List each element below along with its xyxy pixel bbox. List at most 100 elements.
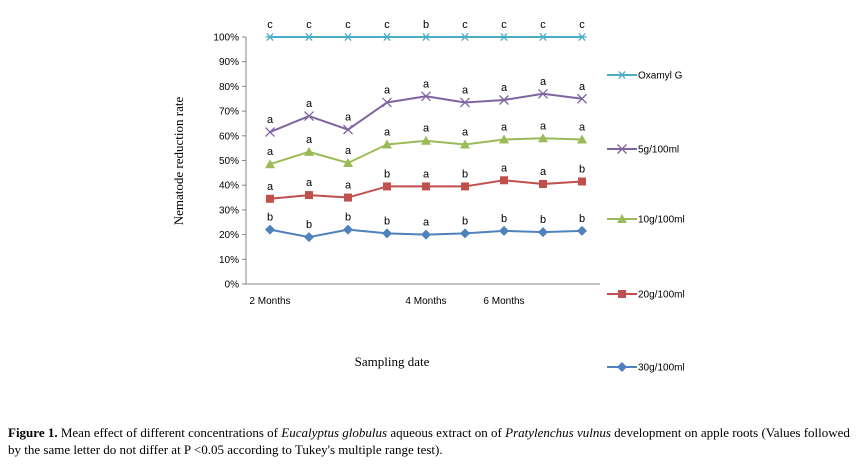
- diamond-marker: [382, 228, 392, 239]
- significance-label: a: [306, 98, 313, 110]
- caption-text-2: aqueous extract on of: [387, 425, 506, 440]
- star-marker: [304, 32, 314, 42]
- significance-label: c: [384, 19, 390, 31]
- figure-caption: Figure 1. Mean effect of different conce…: [8, 424, 860, 458]
- figure-label: Figure 1.: [8, 425, 58, 440]
- legend: Oxamyl G 5g/100ml 10g/100ml 20g/100ml 30g/10…: [607, 71, 685, 374]
- x-marker: [538, 88, 548, 99]
- x-marker: [265, 127, 275, 138]
- y-tick-label: 40%: [219, 181, 239, 192]
- significance-label: a: [267, 146, 274, 158]
- significance-label: a: [423, 168, 430, 180]
- significance-label: a: [501, 82, 508, 94]
- x-marker: [382, 97, 392, 108]
- square-marker: [578, 177, 586, 186]
- y-tick-label: 100%: [213, 33, 239, 44]
- significance-label: b: [462, 168, 468, 180]
- significance-label: a: [345, 180, 352, 192]
- line-chart: 0% 10% 20% 30% 40% 50% 60% 70% 80% 90% 100% 2 Mont…: [171, 19, 685, 374]
- legend-item: 10g/100ml: [607, 214, 685, 226]
- significance-label: a: [384, 126, 391, 138]
- significance-label: b: [540, 214, 546, 226]
- series-5g-100ml: a a a a a a a a a: [265, 76, 587, 138]
- significance-label: a: [267, 114, 274, 126]
- diamond-marker: [421, 229, 431, 240]
- significance-label: b: [462, 215, 468, 227]
- caption-species-2: Pratylenchus vulnus: [505, 425, 611, 440]
- significance-label: a: [384, 84, 391, 96]
- series-layer: c c c c b c c c c a a a a a a a a a a a a a a a a a a a a a b a b a a b b b b b…: [265, 19, 587, 243]
- y-tick-label: 0%: [225, 280, 240, 291]
- star-marker: [577, 32, 587, 42]
- star-marker: [460, 32, 470, 42]
- y-tick-label: 20%: [219, 230, 239, 241]
- y-tick-label: 60%: [219, 131, 239, 142]
- x-marker: [421, 91, 431, 102]
- x-marker: [499, 95, 509, 105]
- diamond-marker: [499, 225, 509, 236]
- star-marker: [382, 32, 392, 42]
- diamond-marker: [265, 224, 275, 235]
- significance-label: c: [540, 19, 546, 31]
- x-tick-labels: 2 Months 4 Months 6 Months: [249, 296, 524, 307]
- diamond-marker: [617, 362, 627, 372]
- y-tick-label: 50%: [219, 156, 239, 167]
- significance-label: a: [579, 122, 586, 134]
- x-marker: [304, 111, 314, 121]
- triangle-marker: [265, 159, 275, 169]
- significance-label: b: [306, 219, 312, 231]
- legend-label: Oxamyl G: [638, 71, 683, 82]
- significance-label: a: [579, 81, 586, 93]
- significance-label: a: [345, 112, 352, 124]
- legend-label: 5g/100ml: [638, 145, 679, 156]
- x-axis-title: Sampling date: [355, 354, 430, 369]
- square-marker: [422, 182, 430, 191]
- significance-label: a: [501, 162, 508, 174]
- significance-label: a: [423, 78, 430, 90]
- significance-label: a: [267, 181, 274, 193]
- square-marker: [305, 191, 313, 200]
- significance-label: c: [501, 19, 507, 31]
- triangle-marker: [617, 214, 627, 223]
- significance-label: a: [501, 122, 508, 134]
- square-marker: [344, 193, 352, 202]
- triangle-marker: [460, 139, 470, 149]
- significance-label: a: [306, 177, 313, 189]
- significance-label: b: [501, 213, 507, 225]
- y-tick-label: 90%: [219, 57, 239, 68]
- significance-label: b: [345, 212, 351, 224]
- caption-species-1: Eucalyptus globulus: [281, 425, 388, 440]
- y-tick-label: 80%: [219, 82, 239, 93]
- star-marker: [617, 70, 627, 80]
- significance-label: b: [579, 213, 585, 225]
- star-marker: [499, 32, 509, 42]
- significance-label: a: [423, 217, 430, 229]
- x-marker: [460, 97, 470, 108]
- significance-label: a: [462, 126, 469, 138]
- square-marker: [383, 182, 391, 191]
- caption-text-1: Mean effect of different concentrations …: [57, 425, 282, 440]
- triangle-marker: [343, 157, 353, 167]
- x-marker: [577, 93, 587, 104]
- x-tick-label: 2 Months: [249, 296, 290, 307]
- diamond-marker: [460, 228, 470, 239]
- legend-item: 5g/100ml: [607, 144, 679, 156]
- square-marker: [500, 176, 508, 185]
- triangle-marker: [538, 133, 548, 143]
- diamond-marker: [304, 232, 314, 243]
- diamond-marker: [538, 227, 548, 238]
- significance-label: b: [384, 215, 390, 227]
- significance-label: a: [423, 123, 430, 135]
- significance-label: b: [384, 168, 390, 180]
- star-marker: [538, 32, 548, 42]
- significance-label: c: [579, 19, 585, 31]
- significance-label: a: [540, 120, 547, 132]
- significance-label: a: [462, 84, 469, 96]
- star-marker: [343, 32, 353, 42]
- square-marker: [266, 194, 274, 203]
- significance-label: c: [306, 19, 312, 31]
- significance-label: c: [462, 19, 468, 31]
- diamond-marker: [343, 224, 353, 235]
- legend-label: 20g/100ml: [638, 290, 685, 301]
